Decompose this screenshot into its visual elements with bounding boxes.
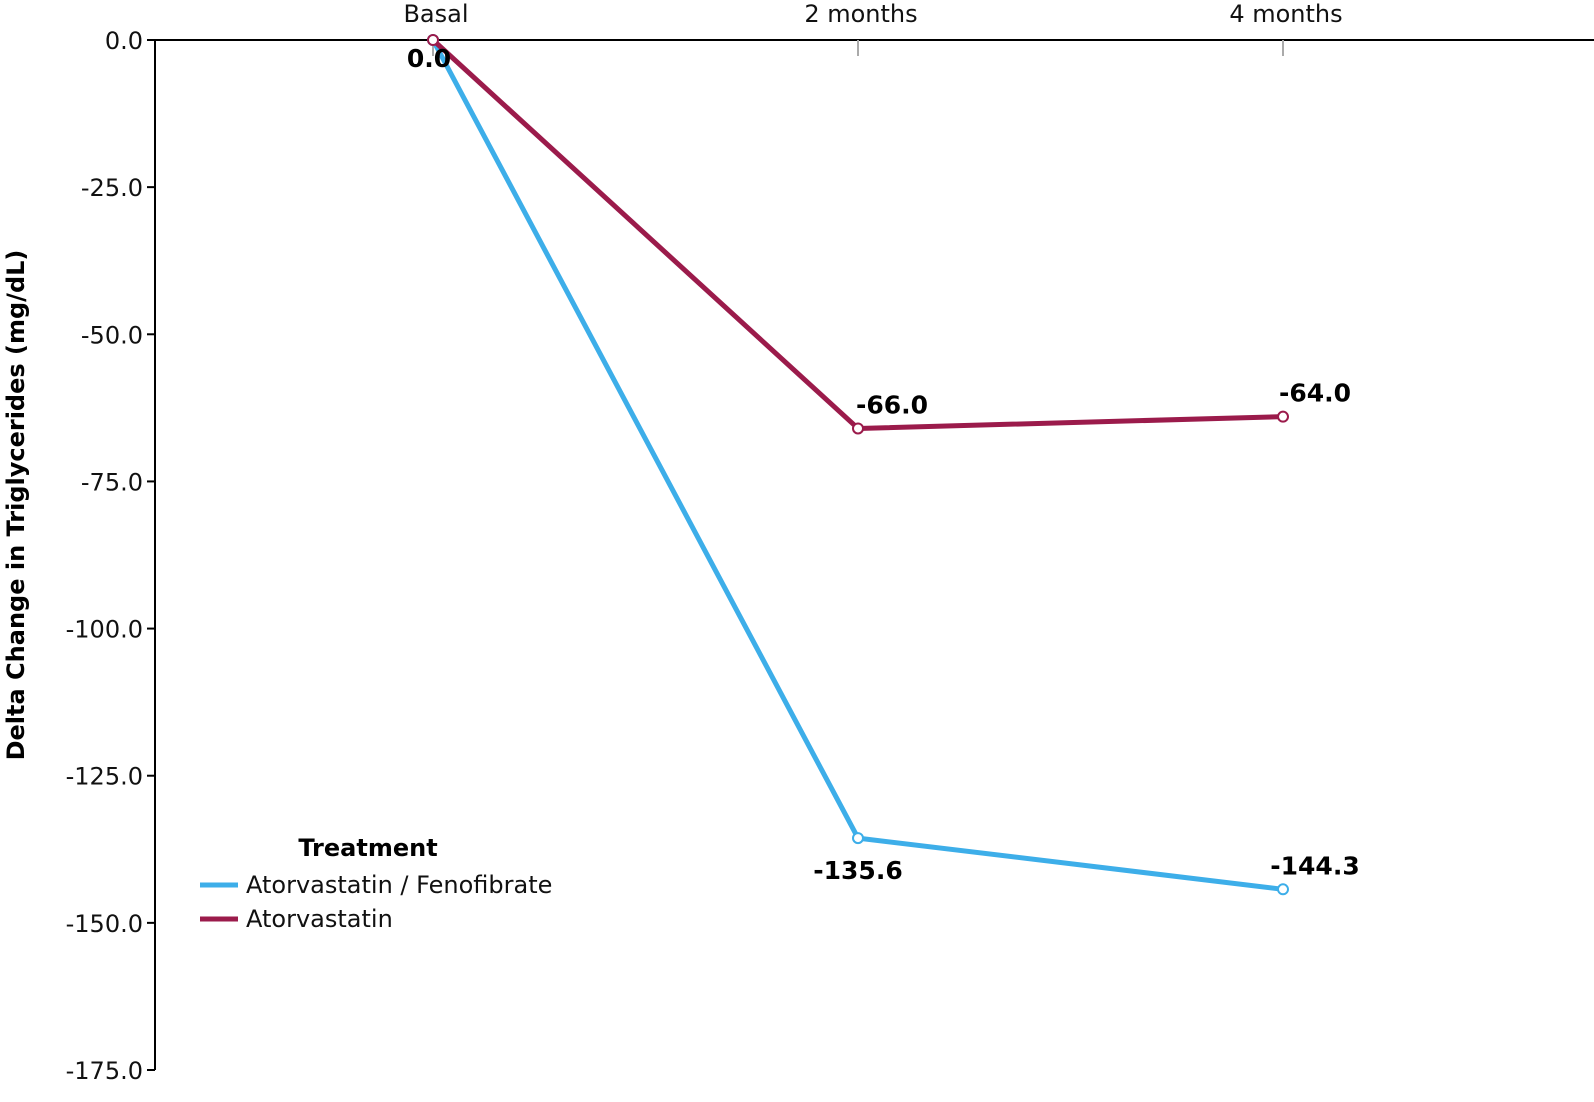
legend-title: Treatment xyxy=(298,834,437,862)
data-point xyxy=(852,422,864,435)
x-tick-label: 4 months xyxy=(1229,0,1342,28)
legend-label: Atorvastatin xyxy=(246,905,393,933)
axes xyxy=(154,39,1594,1070)
series-layer: 0.0 -135.6 -144.3 -66.0 -64.0 xyxy=(407,34,1360,896)
data-point xyxy=(1277,883,1289,896)
series-2 xyxy=(427,34,1289,435)
data-label: -64.0 xyxy=(1279,379,1351,408)
y-tick-label: -125.0 xyxy=(66,763,143,791)
data-point xyxy=(852,832,864,845)
data-point xyxy=(427,34,439,46)
series-line xyxy=(430,38,1284,892)
data-label: -66.0 xyxy=(856,390,928,419)
x-axis-ticks: Basal 2 months 4 months xyxy=(403,0,1343,56)
legend-items: Atorvastatin / Fenofibrate Atorvastatin xyxy=(200,871,552,933)
data-label: -135.6 xyxy=(813,856,902,885)
y-tick-label: -175.0 xyxy=(66,1057,143,1085)
x-tick-label: Basal xyxy=(403,0,468,28)
data-label: 0.0 xyxy=(407,44,451,73)
y-tick-label: -25.0 xyxy=(81,174,143,202)
y-tick-label: -150.0 xyxy=(66,910,143,938)
y-tick-label: -100.0 xyxy=(66,616,143,644)
legend-label: Atorvastatin / Fenofibrate xyxy=(246,871,552,899)
y-tick-label: 0.0 xyxy=(105,27,143,55)
data-point xyxy=(1277,410,1289,423)
y-axis-ticks: 0.0 -25.0 -50.0 -75.0 -100.0 -125.0 -150.0 -175… xyxy=(66,27,155,1085)
data-label: -144.3 xyxy=(1270,851,1359,880)
legend: Treatment Atorvastatin / FenofibrateAtor… xyxy=(200,834,552,933)
x-tick-label: 2 months xyxy=(804,0,917,28)
series-line xyxy=(431,38,1284,431)
series-1 xyxy=(427,34,1289,896)
y-axis-title: Delta Change in Triglycerides (mg/dL) xyxy=(2,250,30,761)
y-tick-label: -75.0 xyxy=(81,468,143,496)
y-tick-label: -50.0 xyxy=(81,321,143,349)
